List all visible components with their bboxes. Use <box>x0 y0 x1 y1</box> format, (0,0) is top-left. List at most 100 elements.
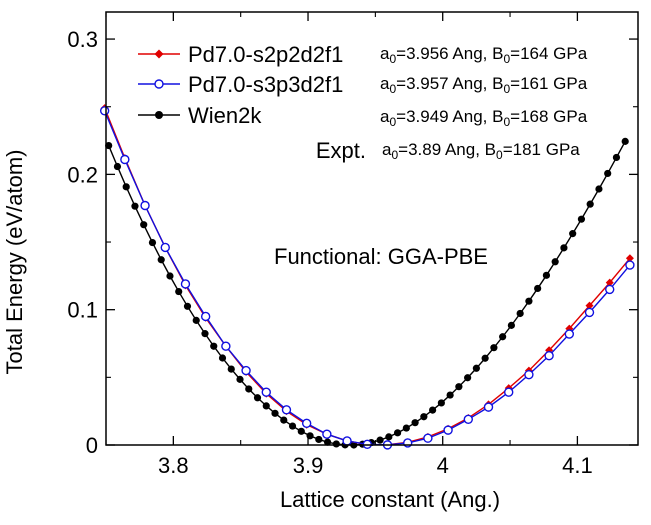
data-point-pd7-0-s3p3d2f1 <box>180 279 191 289</box>
data-point-wien2k <box>315 435 323 444</box>
legend-marker-wien2k <box>155 111 163 119</box>
legend-label-pd7-s2p2d2f1: Pd7.0-s2p2d2f1 <box>188 42 343 67</box>
data-point-pd7-0-s3p3d2f1 <box>120 154 130 165</box>
legend-entry-wien2k: Wien2k <box>138 103 262 128</box>
data-point-wien2k <box>183 302 192 310</box>
data-point-wien2k <box>420 413 428 421</box>
data-point-wien2k <box>612 153 621 162</box>
data-point-wien2k <box>621 137 629 145</box>
data-point-wien2k <box>157 256 165 264</box>
data-point-pd7-0-s3p3d2f1 <box>564 329 575 339</box>
x-tick-label: 3.9 <box>293 453 324 478</box>
plot-frame <box>105 11 639 446</box>
data-point-wien2k <box>148 238 157 247</box>
legend: Pd7.0-s2p2d2f1 Pd7.0-s3p3d2f1 Wien2k Exp… <box>138 42 366 163</box>
data-point-pd7-0-s3p3d2f1 <box>342 436 352 446</box>
data-point-wien2k <box>297 427 305 435</box>
data-point-wien2k <box>218 354 227 362</box>
series-line-pd7-0-s3p3d2f1 <box>104 110 631 446</box>
data-point-wien2k <box>437 399 445 407</box>
data-point-wien2k <box>385 433 393 441</box>
data-point-pd7-0-s3p3d2f1 <box>160 242 170 253</box>
data-point-pd7-0-s3p3d2f1 <box>483 402 494 412</box>
data-point-wien2k <box>271 409 279 417</box>
data-point-pd7-0-s3p3d2f1 <box>200 311 211 322</box>
data-point-wien2k <box>542 271 551 279</box>
data-point-wien2k <box>113 162 122 171</box>
data-point-pd7-0-s3p3d2f1 <box>140 200 150 211</box>
data-point-pd7-0-s2p2d2f1 <box>585 301 594 310</box>
data-point-wien2k <box>245 385 253 393</box>
data-point-wien2k <box>201 330 209 338</box>
data-point-pd7-0-s3p3d2f1 <box>625 260 635 270</box>
data-point-wien2k <box>525 297 533 305</box>
series-layer <box>99 104 635 450</box>
data-point-wien2k <box>481 354 489 362</box>
data-point-wien2k <box>122 183 130 191</box>
x-tick-label: 4.1 <box>562 453 593 478</box>
data-point-wien2k <box>280 416 288 424</box>
data-point-wien2k <box>490 344 498 352</box>
data-point-wien2k <box>472 364 480 372</box>
data-point-wien2k <box>192 316 200 324</box>
data-point-pd7-0-s3p3d2f1 <box>605 284 615 295</box>
data-point-pd7-0-s3p3d2f1 <box>402 438 413 448</box>
data-point-wien2k <box>332 440 340 448</box>
data-point-pd7-0-s3p3d2f1 <box>584 307 595 318</box>
data-point-wien2k <box>227 365 235 373</box>
data-point-wien2k <box>595 185 603 193</box>
params-wien2k: a0=3.949 Ang, B0=168 GPa <box>380 107 588 129</box>
data-point-wien2k <box>411 419 419 427</box>
expt-label: Expt. <box>316 138 366 163</box>
data-point-wien2k <box>253 394 262 402</box>
data-point-pd7-0-s3p3d2f1 <box>281 405 292 415</box>
data-point-wien2k <box>516 309 524 318</box>
data-point-wien2k <box>376 436 384 444</box>
legend-label-pd7-s3p3d2f1: Pd7.0-s3p3d2f1 <box>188 72 343 97</box>
params-pd7-s3p3d2f1: a0=3.957 Ang, B0=161 GPa <box>380 74 588 96</box>
data-point-wien2k <box>393 429 402 437</box>
legend-entry-pd7-s2p2d2f1: Pd7.0-s2p2d2f1 <box>138 42 343 67</box>
data-point-pd7-0-s3p3d2f1 <box>463 414 473 424</box>
functional-annotation: Functional: GGA-PBE <box>274 244 488 269</box>
data-point-wien2k <box>560 244 568 252</box>
data-point-wien2k <box>455 383 463 391</box>
data-point-wien2k <box>586 200 594 208</box>
legend-marker-pd7-s2p2d2f1 <box>154 49 164 59</box>
data-point-wien2k <box>507 321 515 329</box>
data-point-wien2k <box>323 438 332 446</box>
data-point-wien2k <box>140 221 148 229</box>
series-line-wien2k <box>108 141 626 446</box>
data-point-pd7-0-s3p3d2f1 <box>301 418 312 429</box>
x-tick-label: 3.8 <box>158 453 189 478</box>
data-point-wien2k <box>131 202 139 210</box>
data-point-pd7-0-s2p2d2f1 <box>605 278 614 287</box>
params-expt: a0=3.89 Ang, B0=181 GPa <box>382 140 580 162</box>
data-point-wien2k <box>604 169 612 178</box>
data-point-pd7-0-s3p3d2f1 <box>504 387 514 397</box>
parameters-block: a0=3.956 Ang, B0=164 GPa a0=3.957 Ang, B… <box>380 44 588 162</box>
data-point-wien2k <box>429 406 437 414</box>
data-point-pd7-0-s3p3d2f1 <box>261 387 271 397</box>
ticks-layer: 3.8 3.9 4 4.1 0 0.1 0.2 0.3 <box>67 12 638 478</box>
data-point-wien2k <box>402 424 410 432</box>
legend-marker-pd7-s3p3d2f1 <box>154 79 164 89</box>
y-axis-title: Total Energy (eV/atom) <box>2 150 27 375</box>
y-tick-label: 0.3 <box>67 27 98 52</box>
data-point-pd7-0-s3p3d2f1 <box>221 341 231 351</box>
data-point-wien2k <box>105 141 113 150</box>
data-point-pd7-0-s2p2d2f1 <box>625 254 634 263</box>
data-point-wien2k <box>166 272 174 280</box>
data-point-wien2k <box>569 230 577 238</box>
x-tick-label: 4 <box>437 453 449 478</box>
params-pd7-s2p2d2f1: a0=3.956 Ang, B0=164 GPa <box>380 44 588 66</box>
data-point-pd7-0-s3p3d2f1 <box>423 433 433 443</box>
x-axis-title: Lattice constant (Ang.) <box>280 487 500 512</box>
data-point-wien2k <box>446 391 454 399</box>
data-point-pd7-0-s3p3d2f1 <box>524 369 534 380</box>
data-point-pd7-0-s3p3d2f1 <box>99 106 110 116</box>
y-tick-label: 0.2 <box>67 162 98 187</box>
data-point-wien2k <box>534 284 542 293</box>
data-point-wien2k <box>499 333 507 341</box>
